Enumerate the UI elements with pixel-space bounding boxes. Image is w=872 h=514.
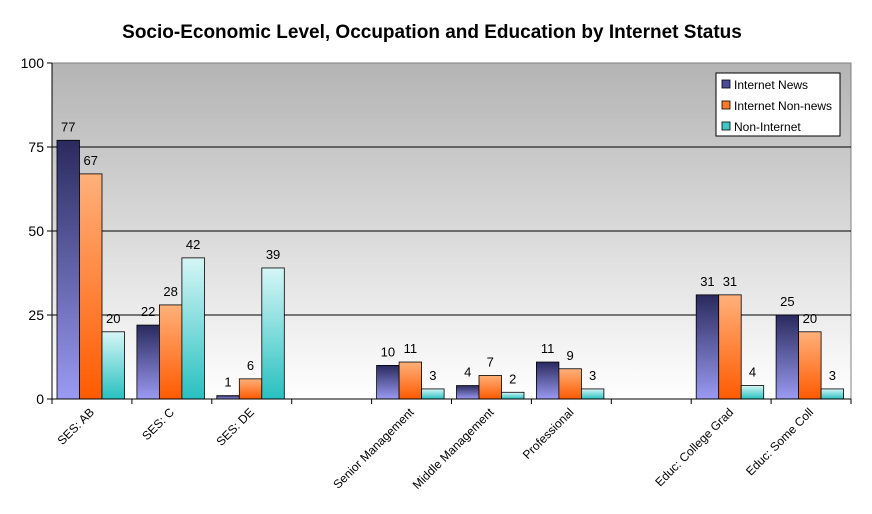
legend: Internet News Internet Non-news Non-Intern… <box>715 72 841 137</box>
legend-swatch-1 <box>721 100 731 110</box>
category-label-9: Educ: Some Coll <box>743 405 816 478</box>
data-label-1-5: 7 <box>487 354 494 369</box>
bar-0-4 <box>376 364 400 400</box>
data-label-1-0: 67 <box>84 153 98 168</box>
data-label-0-9: 25 <box>780 294 794 309</box>
bar-0-1 <box>136 324 160 400</box>
data-label-2-4: 3 <box>429 368 436 383</box>
category-label-0: SES: AB <box>55 405 97 447</box>
y-tick-label: 50 <box>28 223 44 239</box>
data-label-0-0: 77 <box>61 119 75 134</box>
data-label-2-6: 3 <box>589 368 596 383</box>
data-label-1-1: 28 <box>163 284 177 299</box>
bar-2-2 <box>261 267 285 400</box>
bar-2-9 <box>820 388 844 400</box>
bar-0-8 <box>695 294 720 400</box>
category-label-6: Professional <box>520 405 577 462</box>
category-label-1: SES: C <box>139 405 177 443</box>
data-label-0-2: 1 <box>224 375 231 390</box>
data-label-1-8: 31 <box>723 274 737 289</box>
legend-box <box>715 72 841 137</box>
bar-0-9 <box>775 314 799 400</box>
legend-label-2: Non-Internet <box>734 120 801 134</box>
x-axis <box>51 398 852 404</box>
bar-1-0 <box>79 173 103 400</box>
bar-2-0 <box>101 331 125 400</box>
bar-2-6 <box>581 388 605 400</box>
bar-2-1 <box>181 257 205 400</box>
bar-0-5 <box>456 385 480 400</box>
category-label-2: SES: DE <box>213 405 256 448</box>
category-label-5: Middle Management <box>410 405 497 492</box>
data-label-0-8: 31 <box>700 274 714 289</box>
bar-1-2 <box>238 378 263 400</box>
chart-title: Socio-Economic Level, Occupation and Edu… <box>122 22 742 43</box>
legend-swatch-2 <box>721 121 731 131</box>
bar-2-5 <box>501 391 525 400</box>
data-label-0-1: 22 <box>141 304 155 319</box>
bar-1-4 <box>398 361 423 400</box>
legend-label-1: Internet Non-news <box>734 99 832 113</box>
data-label-2-8: 4 <box>749 365 756 380</box>
data-labels: 77 22 1 10 4 11 31 25 67 28 6 11 7 9 31 20 20 42 39 3 2 3 4 3 <box>61 119 836 389</box>
bar-2-8 <box>740 385 765 400</box>
data-label-2-2: 39 <box>266 247 280 262</box>
data-label-2-0: 20 <box>106 311 120 326</box>
data-label-1-4: 11 <box>404 341 418 356</box>
bar-1-5 <box>478 375 502 400</box>
bar-2-4 <box>421 388 445 400</box>
y-tick-label: 100 <box>21 55 45 71</box>
y-tick-label: 25 <box>28 307 44 323</box>
y-tick-label: 0 <box>36 391 44 407</box>
category-labels: SES: AB SES: C SES: DE Senior ManagementMid… <box>55 405 817 492</box>
bar-1-9 <box>798 331 822 400</box>
data-label-0-5: 4 <box>464 365 471 380</box>
y-tick-label: 75 <box>28 139 44 155</box>
category-label-8: Educ: College Grad <box>652 405 736 489</box>
data-label-1-6: 9 <box>567 348 574 363</box>
bar-1-6 <box>558 368 582 400</box>
data-label-1-2: 6 <box>247 358 254 373</box>
data-label-0-4: 10 <box>381 344 395 359</box>
legend-swatch-0 <box>721 79 731 89</box>
data-label-2-5: 2 <box>509 371 516 386</box>
bar-0-0 <box>56 139 80 400</box>
data-label-2-9: 3 <box>829 368 836 383</box>
bar-0-2 <box>216 395 240 400</box>
bar-1-1 <box>158 304 183 400</box>
legend-label-0: Internet News <box>734 78 808 92</box>
data-label-1-9: 20 <box>803 311 817 326</box>
category-label-4: Senior Management <box>330 405 417 492</box>
data-label-0-6: 11 <box>541 341 555 356</box>
bar-0-6 <box>536 361 560 400</box>
y-axis-ticks: 0 25 50 75 100 <box>21 55 53 407</box>
bars <box>56 139 844 400</box>
bar-1-8 <box>718 294 742 400</box>
data-label-2-1: 42 <box>186 237 200 252</box>
